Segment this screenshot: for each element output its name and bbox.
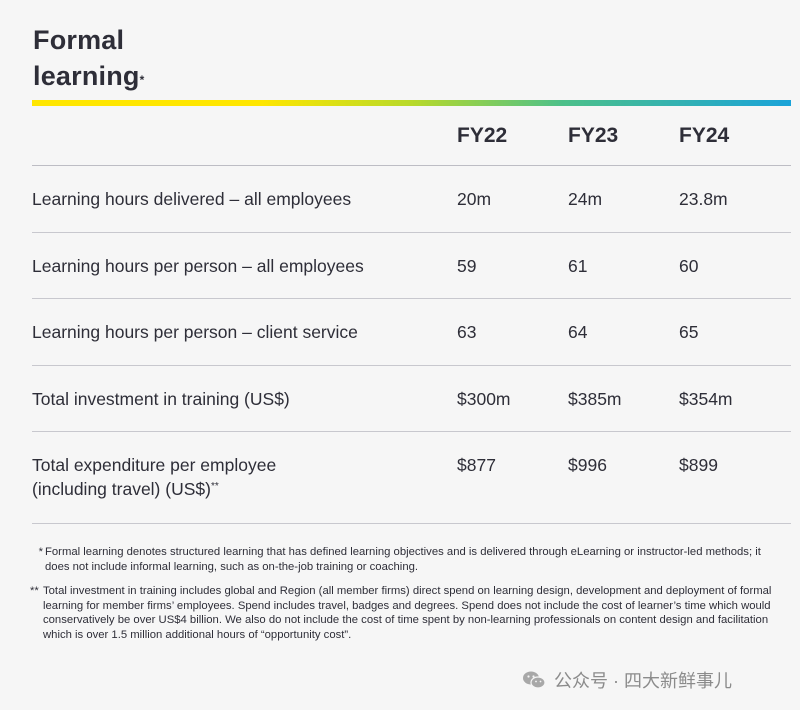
footnote-text: Total investment in training includes gl… [43, 585, 772, 641]
title-line-2: learning [33, 61, 140, 91]
footnote-mark: ** [210, 481, 219, 492]
wechat-icon [523, 671, 546, 689]
cell-fy24: $899 [679, 455, 718, 475]
footnote-text: Formal learning denotes structured learn… [45, 546, 761, 573]
gradient-divider [32, 100, 791, 106]
cell-fy22: 59 [457, 256, 477, 276]
table-row: Total expenditure per employee (includin… [32, 432, 791, 524]
row-label: Learning hours per person – client servi… [32, 322, 358, 342]
row-label: Learning hours per person – all employee… [32, 256, 364, 276]
row-label-line-2: (including travel) (US$) [32, 479, 211, 499]
cell-fy22: $877 [457, 455, 496, 475]
watermark-text: 公众号 · 四大新鲜事儿 [554, 671, 732, 691]
footnotes: * Formal learning denotes structured lea… [30, 545, 772, 652]
row-label: Learning hours delivered – all employees [32, 189, 352, 209]
table-header: FY22 FY23 FY24 [32, 106, 791, 166]
row-label: Total investment in training (US$) [32, 389, 290, 409]
cell-fy24: 60 [679, 256, 699, 276]
footnote: ** Total investment in training includes… [30, 584, 772, 642]
table-row: Learning hours delivered – all employees… [32, 167, 791, 233]
table-row: Total investment in training (US$) $300m… [32, 366, 791, 432]
footnote: * Formal learning denotes structured lea… [32, 545, 772, 574]
column-header-fy23: FY23 [568, 124, 619, 147]
cell-fy22: $300m [457, 389, 511, 409]
watermark: 公众号 · 四大新鲜事儿 [522, 667, 732, 693]
title-line-1: Formal [33, 25, 125, 55]
cell-fy23: 24m [568, 189, 603, 209]
cell-fy22: 20m [457, 189, 492, 209]
table-row: Learning hours per person – client servi… [32, 299, 791, 366]
cell-fy24: 23.8m [679, 189, 728, 209]
cell-fy23: 64 [568, 322, 588, 342]
cell-fy24: $354m [679, 389, 733, 409]
cell-fy23: $385m [568, 389, 622, 409]
column-header-fy24: FY24 [679, 124, 730, 147]
title-footnote-mark: * [139, 73, 145, 87]
cell-fy22: 63 [457, 322, 477, 342]
cell-fy23: 61 [568, 256, 588, 276]
section-title: Formal learning* [33, 22, 145, 94]
column-header-fy22: FY22 [457, 124, 508, 147]
row-label-line-1: Total expenditure per employee [32, 455, 277, 475]
cell-fy24: 65 [679, 322, 699, 342]
footnote-mark: ** [30, 585, 39, 597]
footnote-mark: * [38, 546, 43, 558]
table-row: Learning hours per person – all employee… [32, 233, 791, 299]
cell-fy23: $996 [568, 455, 607, 475]
row-label: Total expenditure per employee (includin… [32, 453, 276, 501]
